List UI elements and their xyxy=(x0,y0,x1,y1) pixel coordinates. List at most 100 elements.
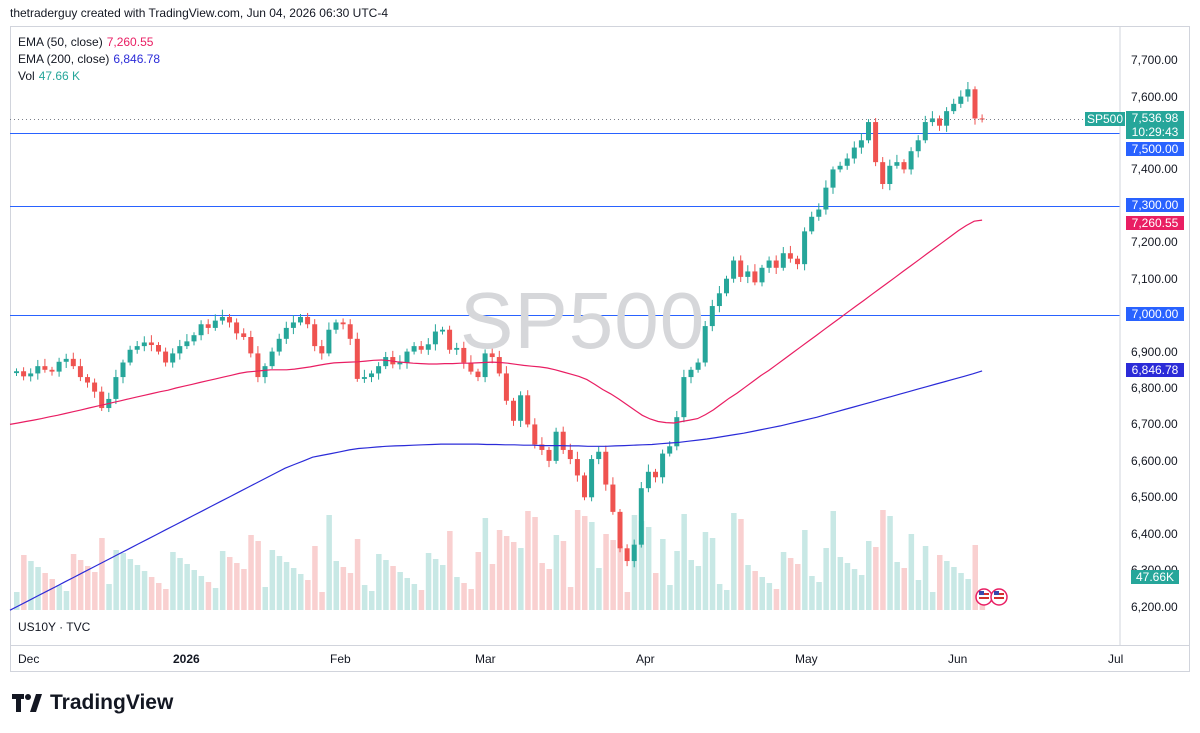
candle-body xyxy=(21,371,27,377)
volume-bar xyxy=(880,510,886,610)
legend-ema50[interactable]: EMA (50, close) 7,260.55 xyxy=(18,35,153,49)
legend-vol-value: 47.66 K xyxy=(38,69,81,83)
volume-bar xyxy=(432,559,439,610)
symbol-price-tag: SP500 xyxy=(1085,112,1125,126)
volume-bar xyxy=(120,553,126,610)
candle-body xyxy=(638,488,644,545)
candle-body xyxy=(795,258,800,265)
candle-body xyxy=(283,327,289,339)
hline-7300-tag: 7,300.00 xyxy=(1126,198,1184,212)
candle-body xyxy=(340,322,346,325)
volume-bar xyxy=(624,592,631,610)
volume-bar xyxy=(468,589,474,610)
volume-bar xyxy=(851,569,858,610)
volume-bar xyxy=(482,518,489,610)
volume-bar xyxy=(645,527,652,610)
volume-bar xyxy=(63,591,70,610)
candle-body xyxy=(539,444,545,450)
volume-bar xyxy=(965,579,971,610)
sub-pane-label[interactable]: US10Y · TVC xyxy=(18,620,91,634)
volume-bar xyxy=(312,546,318,610)
volume-bar xyxy=(269,550,276,610)
candle-body xyxy=(156,345,161,352)
volume-bar xyxy=(681,514,687,610)
candle-body xyxy=(489,353,495,358)
candle-body xyxy=(28,373,34,377)
volume-bar xyxy=(298,574,304,610)
volume-bar xyxy=(347,573,354,610)
volume-bar xyxy=(823,548,829,610)
candle-body xyxy=(944,111,950,126)
candle-body xyxy=(418,346,424,350)
volume-bar xyxy=(560,541,567,610)
candle-body xyxy=(170,353,176,363)
candle-body xyxy=(731,260,737,279)
ytick-7700: 7,700.00 xyxy=(1131,53,1178,68)
ytick-6600: 6,600.00 xyxy=(1131,453,1178,468)
volume-bar xyxy=(503,536,510,610)
volume-bar xyxy=(724,590,730,610)
candle-body xyxy=(184,341,190,347)
candle-body xyxy=(851,147,857,159)
candle-body xyxy=(617,511,623,549)
candle-body xyxy=(290,322,296,328)
legend-ema200[interactable]: EMA (200, close) 6,846.78 xyxy=(18,52,160,66)
legend-vol[interactable]: Vol 47.66 K xyxy=(18,69,80,83)
ytick-7600: 7,600.00 xyxy=(1131,89,1178,104)
volume-bar xyxy=(49,579,55,610)
volume-bar xyxy=(70,554,77,610)
volume-bar xyxy=(234,563,240,610)
volume-bar xyxy=(894,562,900,610)
candle-body xyxy=(915,140,921,152)
legend-ema50-label: EMA (50, close) xyxy=(18,35,103,49)
candle-body xyxy=(369,373,374,378)
candle-body xyxy=(432,331,438,345)
candle-body xyxy=(425,344,431,350)
volume-bar xyxy=(184,564,190,610)
candle-body xyxy=(141,342,147,347)
symbol-watermark: SP500 xyxy=(460,276,706,365)
volume-bar xyxy=(596,568,602,610)
volume-bar xyxy=(688,560,694,610)
volume-bar xyxy=(802,530,808,610)
xtick-2026: 2026 xyxy=(173,652,200,666)
volume-bar xyxy=(709,538,716,610)
volume-bar xyxy=(610,540,616,610)
candle-body xyxy=(965,89,971,97)
ytick-7100: 7,100.00 xyxy=(1131,271,1178,286)
candle-body xyxy=(411,346,417,352)
candle-body xyxy=(454,347,460,350)
candle-body xyxy=(880,162,886,185)
candle-body xyxy=(816,209,822,217)
volume-bar xyxy=(532,517,538,610)
volume-bar xyxy=(177,558,183,610)
volume-bar xyxy=(660,539,666,610)
volume-bar xyxy=(92,572,98,610)
legend-ema200-label: EMA (200, close) xyxy=(18,52,110,66)
candle-body xyxy=(312,324,318,347)
candle-body xyxy=(177,346,183,354)
volume-bar xyxy=(674,551,680,610)
volume-bar xyxy=(944,561,950,610)
candle-body xyxy=(35,366,41,374)
candle-body xyxy=(468,362,474,372)
candle-body xyxy=(191,335,197,342)
tradingview-logo-icon xyxy=(12,694,42,712)
volume-bar xyxy=(276,556,283,610)
volume-bar xyxy=(731,513,737,610)
candle-body xyxy=(14,371,19,374)
volume-bar xyxy=(333,561,339,610)
candle-body xyxy=(773,260,779,268)
ytick-7400: 7,400.00 xyxy=(1131,162,1178,177)
tradingview-logo[interactable]: TradingView xyxy=(12,691,173,715)
volume-bar xyxy=(844,563,851,610)
candle-body xyxy=(227,316,232,323)
candle-body xyxy=(780,253,786,268)
candle-body xyxy=(574,459,580,476)
ytick-6700: 6,700.00 xyxy=(1131,417,1178,432)
volume-bar xyxy=(14,592,20,610)
volume-bar xyxy=(787,558,794,610)
candle-body xyxy=(674,417,680,447)
volume-bar xyxy=(191,570,197,610)
